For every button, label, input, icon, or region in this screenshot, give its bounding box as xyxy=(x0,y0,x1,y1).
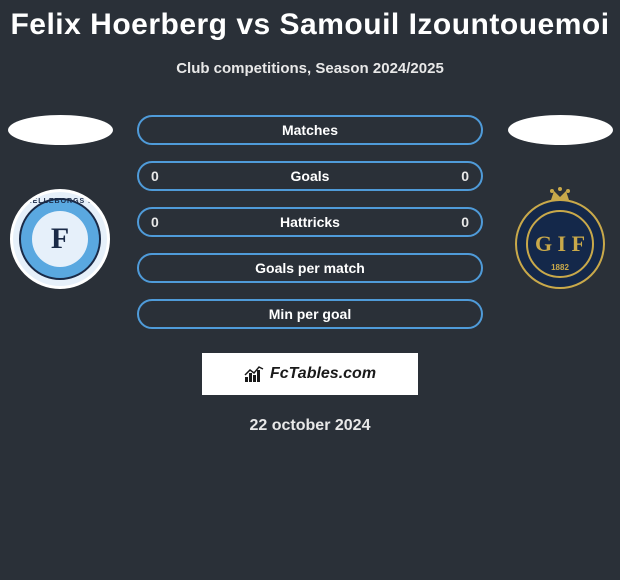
stat-row-matches: Matches xyxy=(137,115,483,145)
player1-column: TRELLEBORGS FF F xyxy=(5,115,115,289)
player2-club-badge: G I F 1882 xyxy=(510,189,610,289)
player2-photo-placeholder xyxy=(508,115,613,145)
stat-label: Matches xyxy=(282,122,338,138)
stat-label: Goals per match xyxy=(255,260,365,276)
date-label: 22 october 2024 xyxy=(250,417,371,435)
stat-label: Min per goal xyxy=(269,306,351,322)
player1-club-badge: TRELLEBORGS FF F xyxy=(10,189,110,289)
stat-row-goals-per-match: Goals per match xyxy=(137,253,483,283)
stat-rows: Matches 0 Goals 0 0 Hattricks 0 Goals pe… xyxy=(137,115,483,329)
stat-p1-value: 0 xyxy=(151,214,159,230)
badge2-year: 1882 xyxy=(528,263,592,272)
stat-p2-value: 0 xyxy=(461,168,469,184)
stat-row-goals: 0 Goals 0 xyxy=(137,161,483,191)
stat-row-min-per-goal: Min per goal xyxy=(137,299,483,329)
badge1-outer-ring: F xyxy=(19,198,101,280)
player2-column: G I F 1882 xyxy=(505,115,615,289)
stat-label: Goals xyxy=(291,168,330,184)
page-title: Felix Hoerberg vs Samouil Izountouemoi xyxy=(10,8,609,42)
badge1-arc-label: TRELLEBORGS FF xyxy=(13,198,107,205)
stat-label: Hattricks xyxy=(280,214,340,230)
subtitle: Club competitions, Season 2024/2025 xyxy=(176,60,444,77)
stat-p2-value: 0 xyxy=(461,214,469,230)
player1-photo-placeholder xyxy=(8,115,113,145)
badge2-initials: G I F xyxy=(535,231,585,257)
bar-chart-icon xyxy=(244,365,264,383)
badge1-center-letter: F xyxy=(32,211,88,267)
brand-label: FcTables.com xyxy=(270,365,376,383)
comparison-body: TRELLEBORGS FF F Matches 0 Goals 0 0 Hat… xyxy=(0,115,620,329)
stat-p1-value: 0 xyxy=(151,168,159,184)
brand-watermark: FcTables.com xyxy=(202,353,418,395)
stat-row-hattricks: 0 Hattricks 0 xyxy=(137,207,483,237)
comparison-card: Felix Hoerberg vs Samouil Izountouemoi C… xyxy=(0,0,620,435)
